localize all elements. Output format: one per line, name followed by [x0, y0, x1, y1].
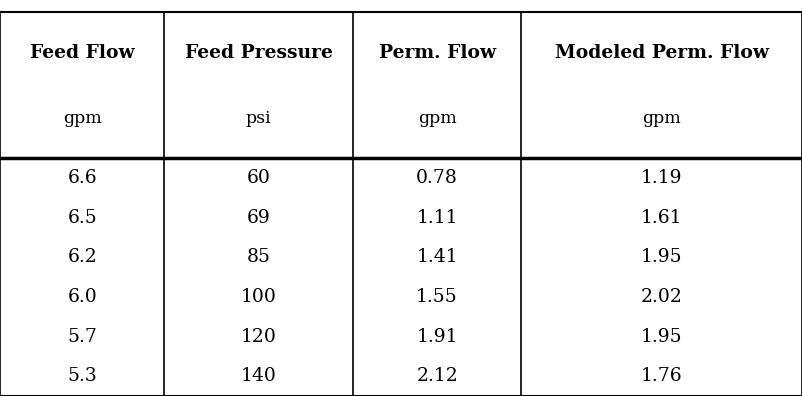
Text: 140: 140	[241, 367, 277, 385]
Text: 1.19: 1.19	[641, 169, 683, 187]
Text: 6.5: 6.5	[67, 209, 97, 227]
Text: Modeled Perm. Flow: Modeled Perm. Flow	[555, 44, 768, 62]
Text: Feed Pressure: Feed Pressure	[184, 44, 333, 62]
Text: gpm: gpm	[418, 110, 456, 128]
Text: 6.2: 6.2	[67, 248, 97, 267]
Text: 1.11: 1.11	[416, 209, 458, 227]
Text: 1.95: 1.95	[641, 248, 683, 267]
Text: 5.3: 5.3	[67, 367, 97, 385]
Text: gpm: gpm	[63, 110, 102, 128]
Text: Perm. Flow: Perm. Flow	[379, 44, 496, 62]
Text: 1.95: 1.95	[641, 327, 683, 346]
Text: 1.55: 1.55	[416, 288, 458, 306]
Text: 1.91: 1.91	[416, 327, 458, 346]
Text: 85: 85	[247, 248, 270, 267]
Text: 2.02: 2.02	[641, 288, 683, 306]
Text: gpm: gpm	[642, 110, 681, 128]
Text: 6.6: 6.6	[67, 169, 97, 187]
Text: 5.7: 5.7	[67, 327, 97, 346]
Text: Feed Flow: Feed Flow	[30, 44, 135, 62]
Text: 2.12: 2.12	[416, 367, 458, 385]
Text: psi: psi	[246, 110, 271, 128]
Text: 1.41: 1.41	[416, 248, 458, 267]
Text: 120: 120	[241, 327, 277, 346]
Text: 1.61: 1.61	[641, 209, 683, 227]
Text: 60: 60	[247, 169, 270, 187]
Text: 69: 69	[247, 209, 270, 227]
Text: 0.78: 0.78	[416, 169, 458, 187]
Text: 100: 100	[241, 288, 277, 306]
Text: 6.0: 6.0	[67, 288, 97, 306]
Text: 1.76: 1.76	[641, 367, 683, 385]
